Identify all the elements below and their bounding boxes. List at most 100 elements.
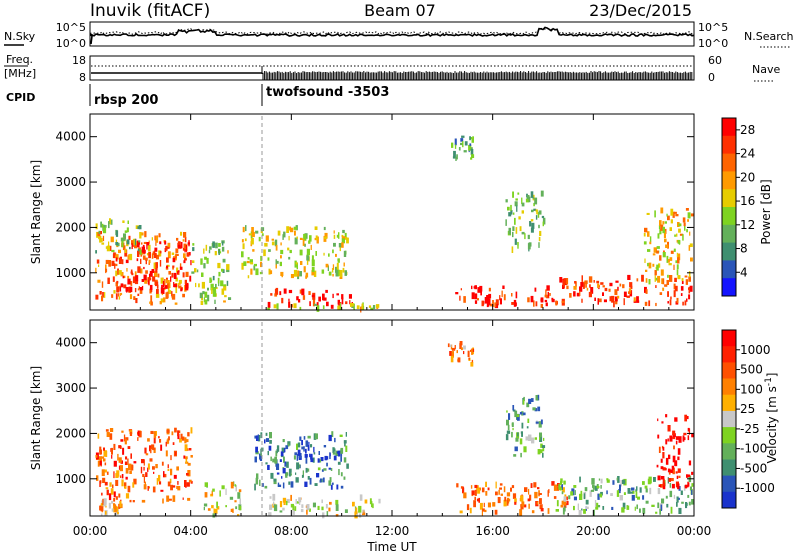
data-cell [539,435,543,442]
data-cell [326,301,329,307]
data-cell [307,445,310,451]
data-cell [98,234,100,239]
data-cell [107,277,110,284]
range-tick-label: 2000 [55,426,86,440]
data-cell [143,476,145,484]
data-cell [179,282,181,285]
data-cell [149,458,153,462]
data-cell [140,232,144,236]
colorbar-swatch [722,346,736,363]
data-cell [333,230,335,234]
data-cell [177,486,181,491]
data-cell [175,286,178,294]
data-cell [530,191,534,198]
data-cell [160,489,164,492]
data-cell [110,236,114,243]
data-cell [176,237,179,241]
data-cell [524,487,528,492]
data-cell [119,500,122,508]
time-tick-label: 00:00 [73,524,108,538]
data-cell [141,285,144,291]
data-cell [118,249,121,254]
data-cell [502,285,505,289]
data-cell [276,463,280,470]
data-cell [192,243,195,246]
data-cell [671,465,674,470]
data-cell [111,294,114,298]
data-cell [98,264,100,267]
velocity-y-axis-label: Slant Range [km] [29,366,43,470]
data-cell [528,503,530,509]
data-cell [648,476,652,484]
data-cell [519,509,523,516]
data-cell [637,496,640,500]
data-cell [237,514,240,517]
data-cell [594,500,597,507]
data-cell [328,253,330,257]
data-cell [292,505,295,511]
data-cell [676,252,678,258]
data-cell [514,501,517,505]
data-cell [314,303,317,306]
time-axis-label: Time UT [366,540,417,554]
data-cell [622,502,626,509]
data-cell [243,261,247,266]
data-cell [205,244,208,251]
data-cell [124,461,128,465]
data-cell [328,434,332,442]
data-cell [173,474,177,479]
velocity-colorbar-tick: -500 [740,461,767,475]
data-cell [330,484,333,490]
data-cell [176,466,179,471]
data-cell [129,253,133,261]
data-cell [616,477,618,481]
data-cell [460,142,463,146]
data-cell [563,499,567,506]
noise-panel: N.Sky 10^5 10^0 10^5 10^0 N.Search [4,21,794,50]
data-cell [309,477,312,485]
data-cell [136,258,139,262]
velocity-colorbar-tick: -100 [740,442,767,456]
data-cell [332,452,336,455]
data-cell [294,230,296,236]
data-cell [489,303,493,307]
colorbar-swatch [722,362,736,380]
data-cell [350,303,354,307]
data-cell [139,249,142,255]
data-cell [538,224,540,229]
data-cell [166,495,170,502]
data-cell [210,279,213,282]
data-cell [167,464,169,469]
data-cell [207,287,209,291]
data-cell [529,221,532,227]
data-cell [683,432,687,436]
data-cell [678,436,682,443]
data-cell [662,446,665,451]
data-cell [688,286,691,294]
data-cell [314,226,318,230]
data-cell [678,486,681,491]
data-cell [677,448,681,455]
data-cell [123,234,126,241]
data-cell [163,473,167,478]
data-cell [158,436,160,439]
data-cell [106,489,109,496]
cpid-segment-2: twofsound -3503 [266,85,389,100]
data-cell [523,504,527,508]
data-cell [218,271,221,277]
data-cell [521,231,525,235]
data-cell [167,438,169,445]
data-cell [325,263,329,268]
data-cell [124,230,128,233]
data-cell [186,473,189,476]
data-cell [340,485,344,489]
data-cell [471,359,474,363]
data-cell [639,487,642,493]
data-cell [133,461,137,464]
data-cell [115,257,118,262]
data-cell [99,231,102,235]
data-cell [258,236,261,242]
data-cell [512,191,514,198]
data-cell [127,275,130,279]
data-cell [561,500,565,505]
